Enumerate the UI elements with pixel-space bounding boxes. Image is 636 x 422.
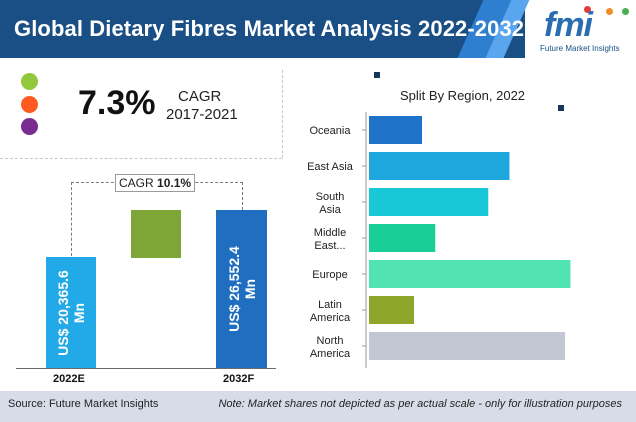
region-bar-chart: Oceania East Asia South Asia Middle East... Eu… xyxy=(307,112,571,368)
region-category-label: Oceania xyxy=(310,125,352,137)
region-chart-title: Split By Region, 2022 xyxy=(400,88,526,103)
footer-note: Note: Market shares not depicted as per … xyxy=(218,398,622,410)
increment-block xyxy=(131,210,181,258)
bar-2022e-label: US$ 20,365.6 Mn xyxy=(55,270,87,356)
header-banner: Global Dietary Fibres Market Analysis 20… xyxy=(0,0,636,58)
region-bar xyxy=(369,332,566,360)
legend-dot-orange-icon xyxy=(21,96,38,113)
cagr-forecast-box: CAGR 10.1% xyxy=(115,174,196,192)
year-label-2032f: 2032F xyxy=(223,373,255,385)
region-bar xyxy=(369,296,415,324)
decor-square-icon xyxy=(558,105,564,111)
logo-dot-green-icon xyxy=(622,8,629,15)
section-divider-horizontal xyxy=(0,158,282,159)
cagr-dashed-connector-left xyxy=(71,182,72,256)
region-category-label: Middle East... xyxy=(314,227,346,252)
cagr-value: 7.3% xyxy=(78,84,156,122)
region-bar xyxy=(369,260,571,288)
cagr-forecast-prefix: CAGR xyxy=(119,176,154,190)
bar-2032f-unit: Mn xyxy=(241,278,258,300)
forecast-baseline xyxy=(16,368,276,369)
cagr-dashed-connector-right xyxy=(242,182,243,210)
cagr-years: 2017-2021 xyxy=(166,106,238,123)
bar-2032f-value: US$ 26,552.4 xyxy=(225,246,242,332)
bar-2032f: US$ 26,552.4 Mn xyxy=(216,210,267,368)
region-bar xyxy=(369,152,510,180)
bar-2022e: US$ 20,365.6 Mn xyxy=(46,257,96,368)
section-divider-vertical xyxy=(282,70,283,158)
legend-dot-green-icon xyxy=(21,73,38,90)
cagr-label: CAGR xyxy=(178,88,222,105)
region-bar xyxy=(369,188,489,216)
logo-dot-red-icon xyxy=(584,6,591,13)
header-band xyxy=(0,0,525,58)
region-category-label: South Asia xyxy=(316,191,345,216)
region-bar xyxy=(369,224,436,252)
legend-dot-purple-icon xyxy=(21,118,38,135)
page-title: Global Dietary Fibres Market Analysis 20… xyxy=(14,16,525,41)
region-category-label: North America xyxy=(310,335,351,360)
region-category-label: Latin America xyxy=(310,299,351,324)
region-category-label: East Asia xyxy=(307,161,354,173)
cagr-forecast-value: 10.1% xyxy=(157,176,192,190)
region-bar xyxy=(369,116,422,144)
logo-dot-orange-icon xyxy=(606,8,613,15)
year-label-2022e: 2022E xyxy=(53,373,85,385)
decor-square-icon xyxy=(374,72,380,78)
fmi-logo: fmi Future Market Insights xyxy=(536,4,634,56)
footer-source: Source: Future Market Insights xyxy=(8,398,159,410)
bar-2022e-value: US$ 20,365.6 xyxy=(55,269,71,356)
logo-letters: fmi xyxy=(544,6,593,44)
bar-2022e-unit: Mn xyxy=(71,302,87,323)
footer-bar: Source: Future Market Insights Note: Mar… xyxy=(0,391,636,422)
bar-2032f-label: US$ 26,552.4 Mn xyxy=(226,246,258,332)
logo-tagline: Future Market Insights xyxy=(540,44,620,53)
region-category-label: Europe xyxy=(312,269,347,281)
